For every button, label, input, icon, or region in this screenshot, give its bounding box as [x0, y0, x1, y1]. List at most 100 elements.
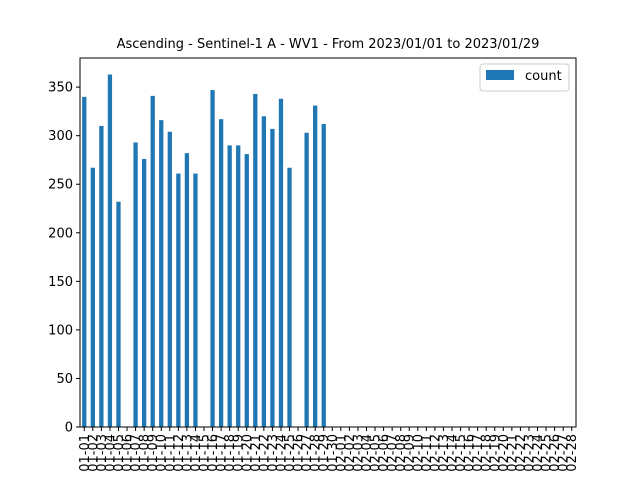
- x-axis: 01-0101-0201-0301-0401-0501-0601-0701-08…: [78, 427, 580, 472]
- x-tick-label: 01-29: [317, 434, 332, 472]
- x-tick-label: 02-17: [471, 434, 486, 472]
- bar-01-02: [90, 167, 95, 428]
- x-tick-label: 02-01: [334, 434, 349, 472]
- x-tick-label: 01-03: [95, 434, 110, 472]
- x-tick-label: 01-21: [249, 434, 264, 472]
- x-tick-label: 01-16: [206, 434, 221, 472]
- bar-01-28: [313, 105, 318, 427]
- x-tick-label: 02-02: [343, 434, 358, 472]
- x-tick-label: 02-18: [480, 434, 495, 472]
- bar-01-22: [261, 116, 266, 427]
- bar-01-10: [159, 120, 164, 428]
- bar-01-21: [253, 93, 258, 428]
- bar-01-03: [99, 125, 104, 427]
- x-tick-label: 01-15: [198, 434, 213, 472]
- y-axis: 0 50 100 150 200 250 300 350: [48, 81, 80, 436]
- x-tick-label: 01-27: [300, 434, 315, 472]
- x-tick-label: 01-08: [138, 434, 153, 472]
- bar-01-05: [116, 201, 121, 427]
- y-tick-label: 250: [48, 178, 73, 193]
- x-tick-label: 01-19: [232, 434, 247, 472]
- x-tick-label: 02-20: [497, 434, 512, 472]
- x-tick-label: 01-02: [86, 434, 101, 472]
- bars-group: [82, 74, 326, 428]
- x-tick-label: 01-05: [112, 434, 127, 472]
- x-tick-label: 01-06: [121, 434, 136, 472]
- x-tick-label: 02-08: [394, 434, 409, 472]
- x-tick-label: 01-20: [240, 434, 255, 472]
- y-tick-label: 100: [48, 323, 73, 338]
- bar-01-27: [304, 132, 309, 427]
- bar-01-29: [321, 124, 326, 427]
- bar-01-20: [244, 154, 249, 427]
- bar-01-08: [142, 158, 147, 428]
- x-tick-label: 01-17: [215, 434, 230, 472]
- bar-01-25: [287, 167, 292, 428]
- x-tick-label: 02-06: [377, 434, 392, 472]
- x-tick-label: 01-04: [103, 434, 118, 472]
- x-tick-label: 01-11: [163, 434, 178, 472]
- x-tick-label: 01-13: [180, 434, 195, 472]
- x-tick-label: 01-09: [146, 434, 161, 472]
- y-tick-label: 200: [48, 226, 73, 241]
- x-tick-label: 02-15: [454, 434, 469, 472]
- y-tick-label: 0: [65, 421, 73, 436]
- x-tick-label: 01-01: [78, 434, 93, 472]
- x-tick-label: 02-16: [463, 434, 478, 472]
- x-tick-label: 02-27: [557, 434, 572, 472]
- y-tick-label: 300: [48, 129, 73, 144]
- x-tick-label: 01-28: [309, 434, 324, 472]
- x-tick-label: 02-14: [446, 434, 461, 472]
- bar-01-09: [150, 95, 155, 428]
- x-tick-label: 02-23: [522, 434, 537, 472]
- bar-01-14: [193, 173, 198, 427]
- x-tick-label: 02-21: [505, 434, 520, 472]
- x-tick-label: 01-10: [155, 434, 170, 472]
- x-tick-label: 02-13: [437, 434, 452, 472]
- x-tick-label: 01-18: [223, 434, 238, 472]
- bar-01-12: [176, 173, 181, 427]
- x-tick-label: 01-25: [283, 434, 298, 472]
- x-tick-label: 01-26: [292, 434, 307, 472]
- x-tick-label: 01-30: [326, 434, 341, 472]
- x-tick-label: 02-12: [428, 434, 443, 472]
- bar-01-18: [227, 145, 232, 427]
- x-tick-label: 02-22: [514, 434, 529, 472]
- bar-01-17: [218, 119, 224, 428]
- x-tick-label: 02-03: [351, 434, 366, 472]
- x-tick-label: 01-24: [274, 434, 289, 472]
- x-tick-label: 02-09: [403, 434, 418, 472]
- bar-01-04: [107, 74, 113, 427]
- bar-01-01: [82, 96, 87, 427]
- x-tick-label: 02-26: [548, 434, 563, 472]
- bar-01-23: [270, 128, 275, 427]
- x-tick-label: 01-23: [266, 434, 281, 472]
- x-tick-label: 02-25: [540, 434, 555, 472]
- y-tick-label: 350: [48, 81, 73, 96]
- x-tick-label: 02-11: [420, 434, 435, 472]
- x-tick-label: 02-05: [369, 434, 384, 472]
- plot-frame: [79, 57, 577, 428]
- legend-swatch-count: [486, 70, 514, 80]
- bar-01-19: [236, 145, 241, 427]
- x-tick-label: 01-12: [172, 434, 187, 472]
- y-tick-label: 50: [56, 372, 73, 387]
- bar-01-13: [184, 153, 190, 427]
- bar-01-07: [133, 142, 138, 428]
- x-tick-label: 02-07: [386, 434, 401, 472]
- y-tick-label: 150: [48, 275, 73, 290]
- legend: count: [479, 63, 570, 92]
- chart-title: Ascending - Sentinel-1 A - WV1 - From 20…: [117, 37, 540, 52]
- x-tick-label: 01-14: [189, 434, 204, 472]
- legend-label-count: count: [525, 69, 562, 84]
- x-tick-label: 01-22: [257, 434, 272, 472]
- bar-01-11: [167, 131, 172, 428]
- bar-01-24: [278, 98, 284, 427]
- x-tick-label: 02-19: [488, 434, 503, 472]
- x-tick-label: 02-10: [411, 434, 426, 472]
- bar-01-16: [210, 90, 215, 427]
- x-tick-label: 01-07: [129, 434, 144, 472]
- x-tick-label: 02-28: [565, 434, 580, 472]
- x-tick-label: 02-24: [531, 434, 546, 472]
